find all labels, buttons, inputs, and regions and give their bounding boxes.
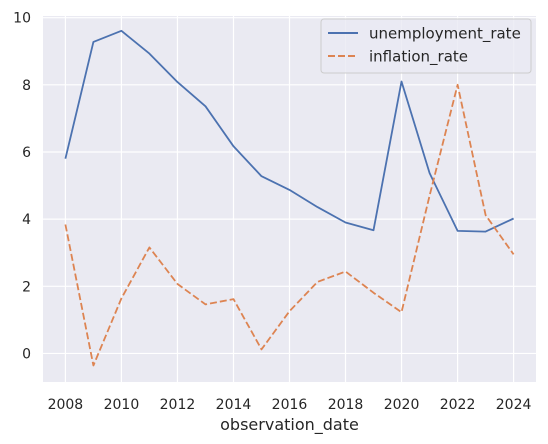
y-tick-label: 2 bbox=[22, 279, 31, 295]
x-tick-label: 2012 bbox=[160, 397, 196, 413]
x-tick-label: 2014 bbox=[216, 397, 252, 413]
y-tick-label: 8 bbox=[22, 78, 31, 94]
y-tick-label: 10 bbox=[13, 11, 31, 27]
legend-box bbox=[320, 18, 532, 74]
y-tick-labels: 0 2 4 6 8 10 bbox=[13, 11, 31, 363]
series-line-unemployment-rate bbox=[64, 29, 514, 233]
legend: unemployment_rate inflation_rate bbox=[320, 18, 532, 74]
legend-label-unemployment-rate: unemployment_rate bbox=[369, 25, 521, 44]
legend-label-inflation-rate: inflation_rate bbox=[369, 48, 468, 67]
x-tick-label: 2016 bbox=[272, 397, 308, 413]
y-tick-label: 6 bbox=[22, 145, 31, 161]
series-lines bbox=[64, 29, 515, 367]
x-tick-labels: 2008 2010 2012 2014 2016 2018 2020 2022 2024 bbox=[48, 397, 532, 413]
y-tick-label: 0 bbox=[22, 346, 31, 362]
x-tick-label: 2022 bbox=[440, 397, 476, 413]
x-axis-label: observation_date bbox=[220, 415, 359, 435]
x-tick-label: 2018 bbox=[328, 397, 364, 413]
grid-lines bbox=[43, 16, 536, 382]
x-tick-label: 2010 bbox=[104, 397, 140, 413]
x-tick-label: 2024 bbox=[496, 397, 532, 413]
series-line-inflation-rate bbox=[64, 83, 515, 367]
x-tick-label: 2008 bbox=[48, 397, 84, 413]
y-tick-label: 4 bbox=[22, 212, 31, 228]
x-tick-label: 2020 bbox=[384, 397, 420, 413]
